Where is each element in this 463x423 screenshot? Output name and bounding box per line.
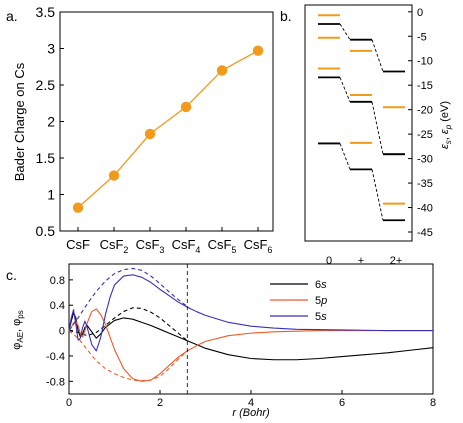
panel-b-y-tick-label: -15: [417, 80, 433, 92]
panel-a-point: [180, 101, 192, 113]
panel-b-levels: [318, 14, 405, 222]
panel-a-x-tick-label: CsF6: [244, 237, 273, 255]
panel-a-x-tick-label: CsF: [66, 237, 90, 252]
panel-b-y-tick-label: -30: [417, 154, 433, 166]
panel-b-connector: [339, 23, 351, 40]
panel-c-line-5s-ae: [68, 274, 433, 352]
panel-c-x-tick-label: 4: [248, 397, 254, 409]
panel-b-y-ticks: 0 -5 -10 -15 -20 -25 -30 -35 -40 -45: [408, 7, 433, 239]
panel-a-line: [77, 50, 259, 209]
panel-c-legend-label: 6s: [315, 279, 327, 291]
panel-b-y-label: εs, εp (eV): [439, 101, 453, 149]
panel-c-line-6s-ps: [68, 307, 188, 342]
panel-c-legend-label: 5s: [315, 311, 327, 323]
panel-c-y-label: φAE, φps: [11, 310, 25, 350]
panel-a-x-tick-label: CsF5: [208, 237, 237, 255]
panel-a-label: a.: [6, 8, 18, 24]
panel-c-series: [68, 267, 434, 382]
panel-a: a. 0.511.522.533.5 CsF CsF2 CsF3 CsF4 CsF5 Cs…: [6, 4, 274, 255]
panel-c-line-5p-ps: [68, 330, 188, 382]
panel-c-y-ticks: -0.8 -0.4 0 0.4 0.8: [46, 275, 73, 388]
panel-c-legend: 6s 5p 5s: [270, 279, 327, 323]
panel-c-x-tick-label: 0: [66, 397, 72, 409]
panel-c-x-ticks: 0 2 4 6 8: [66, 390, 436, 409]
panel-c: c. -0.8 -0.4 0 0.4 0.8 0 2 4 6 8 φAE, φps r (Boh…: [6, 263, 436, 419]
panel-b-x-tick-label: 0: [326, 255, 332, 267]
panel-b-y-tick-label: -45: [417, 227, 433, 239]
panel-c-x-tick-label: 8: [430, 397, 436, 409]
panel-a-point: [144, 128, 156, 140]
panel-b-frame: [304, 4, 413, 242]
panel-a-point: [216, 65, 228, 76]
panel-a-point: [108, 170, 120, 181]
panel-c-legend-label: 5p: [315, 295, 327, 307]
panel-a-y-tick-label: 0.5: [36, 223, 56, 239]
panel-a-y-tick-label: 3.5: [36, 4, 56, 20]
panel-a-y-label: Bader Charge on Cs: [12, 62, 27, 181]
panel-a-y-tick-label: 1: [47, 187, 55, 203]
panel-a-y-tick-label: 2: [47, 114, 55, 130]
panel-b-x-ticks: 0 +2+: [326, 255, 402, 267]
panel-a-x-ticks: CsF CsF2 CsF3 CsF4 CsF5 CsF6: [66, 227, 272, 255]
panel-a-y-tick-label: 2.5: [36, 77, 56, 93]
panel-a-point: [72, 202, 84, 213]
panel-b-y-tick-label: -25: [417, 129, 433, 141]
panel-c-y-tick-label: 0.4: [50, 300, 65, 312]
panel-a-y-tick-label: 3: [47, 41, 55, 57]
panel-b-y-tick-label: -35: [417, 178, 433, 190]
panel-c-frame: [68, 263, 434, 395]
panel-c-line-5s-ps: [68, 267, 188, 331]
panel-b-connector: [339, 77, 351, 103]
panel-b-y-tick-label: -10: [417, 56, 433, 68]
panel-c-y-tick-label: -0.4: [46, 351, 65, 363]
panel-a-point: [252, 45, 264, 56]
panel-b-y-tick-label: -5: [417, 31, 427, 43]
panel-b: b. 0 -5 -10 -15 -20 -25 -30 -35 -40 -45 0 +2+ εs, …: [280, 4, 453, 267]
panel-c-y-tick-label: 0: [59, 326, 65, 338]
panel-c-x-tick-label: 2: [157, 397, 163, 409]
panel-c-x-tick-label: 6: [339, 397, 345, 409]
panel-b-x-tick-label: 2+: [390, 255, 403, 267]
panel-c-y-tick-label: -0.8: [46, 376, 65, 388]
panel-b-label: b.: [280, 8, 292, 24]
panel-b-connector: [339, 143, 351, 170]
panel-b-connector: [371, 101, 384, 155]
panel-c-line-6s-ae: [68, 312, 434, 361]
panel-c-label: c.: [6, 267, 17, 283]
panel-b-y-tick-label: -20: [417, 105, 433, 117]
panel-b-y-tick-label: -40: [417, 203, 433, 215]
panel-a-y-tick-label: 1.5: [36, 150, 56, 166]
panel-c-line-5p-ae: [68, 308, 433, 382]
panel-b-connector: [371, 39, 384, 72]
panel-a-series: [72, 45, 264, 213]
panel-b-x-tick-label: +: [358, 255, 364, 267]
panel-c-x-label: r (Bohr): [232, 407, 270, 419]
panel-b-connector: [371, 169, 384, 221]
panel-a-y-ticks: 0.5 1 1.5 2 2.5 3 3.5: [36, 4, 64, 239]
panel-c-y-tick-label: 0.8: [50, 275, 65, 287]
panel-a-x-tick-label: CsF4: [172, 237, 201, 255]
panel-b-y-tick-label: 0: [417, 7, 423, 19]
panel-a-x-tick-label: CsF2: [100, 237, 129, 255]
panel-a-x-tick-label: CsF3: [136, 237, 165, 255]
